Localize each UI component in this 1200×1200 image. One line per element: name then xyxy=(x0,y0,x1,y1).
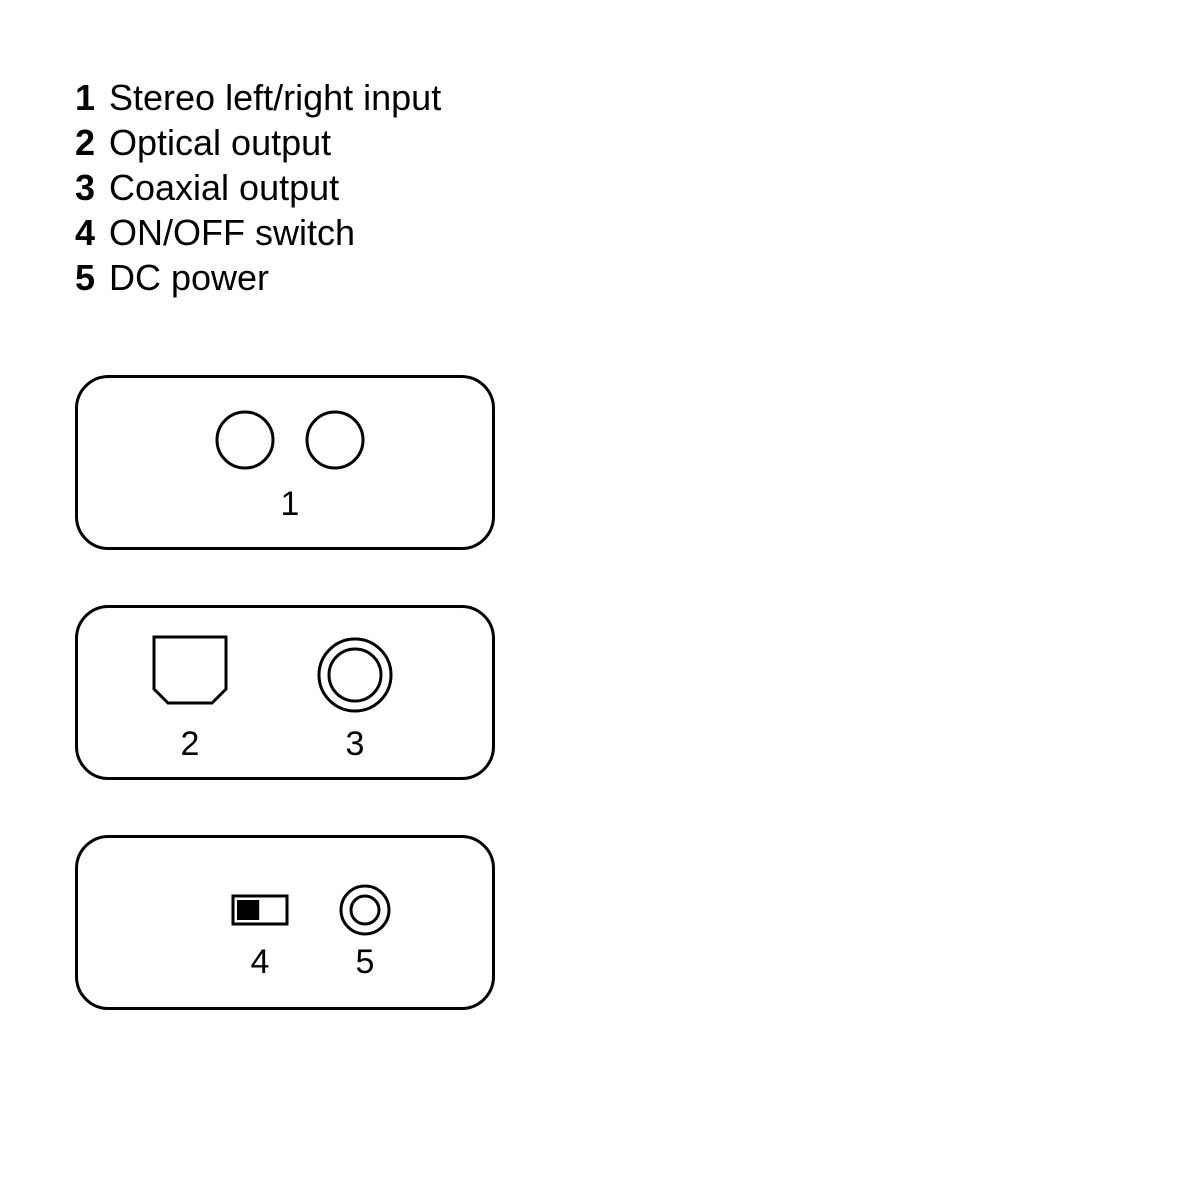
label-3: 3 xyxy=(346,725,365,763)
label-4: 4 xyxy=(251,943,270,981)
legend-label: Coaxial output xyxy=(109,165,339,210)
panel-stereo-input: 1 xyxy=(77,377,494,549)
stereo-left-jack-icon xyxy=(217,412,273,468)
diagram-panels: 12345 xyxy=(75,375,515,1035)
stereo-right-jack-icon xyxy=(307,412,363,468)
legend-item-5: 5 DC power xyxy=(75,255,441,300)
legend-num: 1 xyxy=(75,75,97,120)
legend-label: DC power xyxy=(109,255,269,300)
panel-outputs: 23 xyxy=(77,607,494,779)
panel-power: 45 xyxy=(77,837,494,1009)
legend-item-3: 3 Coaxial output xyxy=(75,165,441,210)
legend-num: 2 xyxy=(75,120,97,165)
label-1: 1 xyxy=(281,485,300,523)
legend-list: 1 Stereo left/right input 2 Optical outp… xyxy=(75,75,441,300)
legend-item-2: 2 Optical output xyxy=(75,120,441,165)
dc-power-icon xyxy=(341,886,389,934)
legend-num: 4 xyxy=(75,210,97,255)
diagram-svg: 12345 xyxy=(75,375,515,1035)
coaxial-output-icon xyxy=(319,639,391,711)
legend-label: Stereo left/right input xyxy=(109,75,441,120)
on-off-switch-icon xyxy=(233,896,287,924)
legend-label: Optical output xyxy=(109,120,331,165)
label-5: 5 xyxy=(356,943,375,981)
legend-num: 5 xyxy=(75,255,97,300)
legend-num: 3 xyxy=(75,165,97,210)
legend-item-1: 1 Stereo left/right input xyxy=(75,75,441,120)
label-2: 2 xyxy=(181,725,200,763)
legend-item-4: 4 ON/OFF switch xyxy=(75,210,441,255)
optical-output-icon xyxy=(154,637,226,703)
legend-label: ON/OFF switch xyxy=(109,210,355,255)
